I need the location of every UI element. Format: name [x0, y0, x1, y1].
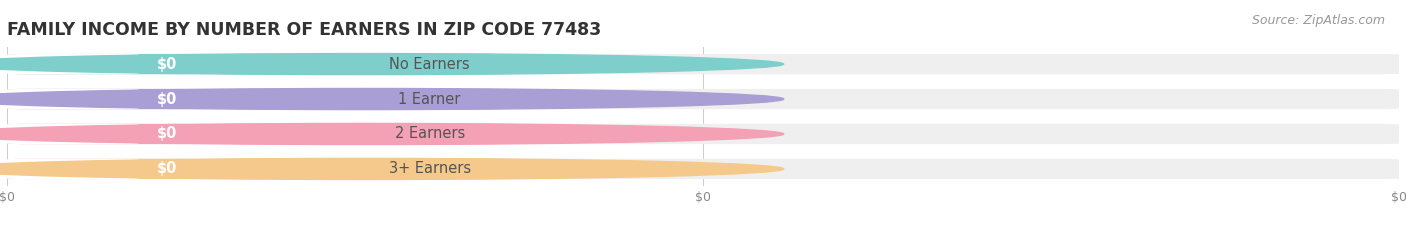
- Text: $0: $0: [156, 127, 177, 141]
- Circle shape: [0, 54, 783, 75]
- Circle shape: [0, 89, 783, 110]
- Text: Source: ZipAtlas.com: Source: ZipAtlas.com: [1251, 14, 1385, 27]
- Text: $0: $0: [156, 161, 177, 176]
- FancyBboxPatch shape: [7, 159, 195, 179]
- FancyBboxPatch shape: [7, 124, 1399, 144]
- FancyBboxPatch shape: [7, 89, 139, 109]
- FancyBboxPatch shape: [7, 159, 1399, 179]
- FancyBboxPatch shape: [7, 54, 139, 74]
- Text: $0: $0: [156, 57, 177, 72]
- Text: $0: $0: [156, 92, 177, 106]
- FancyBboxPatch shape: [7, 54, 1399, 74]
- FancyBboxPatch shape: [7, 124, 139, 144]
- Text: FAMILY INCOME BY NUMBER OF EARNERS IN ZIP CODE 77483: FAMILY INCOME BY NUMBER OF EARNERS IN ZI…: [7, 21, 602, 39]
- Text: No Earners: No Earners: [389, 57, 470, 72]
- Circle shape: [0, 123, 783, 144]
- Circle shape: [0, 158, 783, 179]
- FancyBboxPatch shape: [7, 89, 195, 109]
- FancyBboxPatch shape: [7, 89, 1399, 109]
- Text: 3+ Earners: 3+ Earners: [388, 161, 471, 176]
- Text: 1 Earner: 1 Earner: [398, 92, 461, 106]
- FancyBboxPatch shape: [7, 54, 195, 74]
- FancyBboxPatch shape: [7, 159, 139, 179]
- Text: 2 Earners: 2 Earners: [395, 127, 465, 141]
- FancyBboxPatch shape: [7, 124, 195, 144]
